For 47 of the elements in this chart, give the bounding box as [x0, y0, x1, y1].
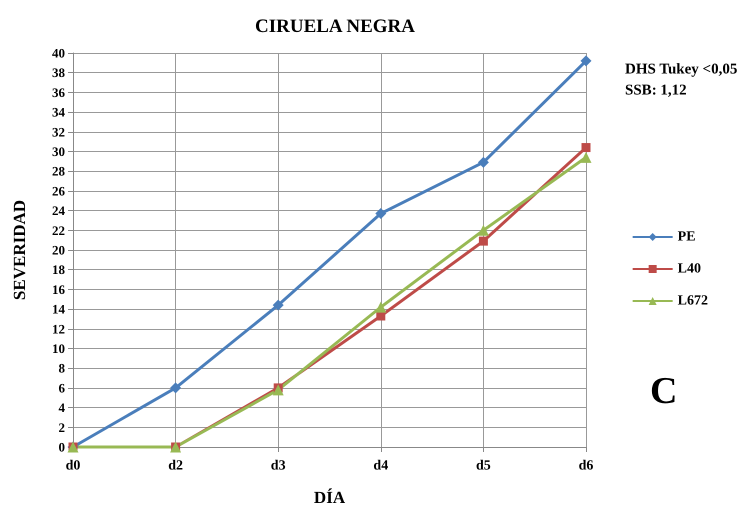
legend-label: L672	[678, 294, 708, 308]
x-axis-title: DÍA	[314, 488, 346, 507]
x-tick-label: d6	[578, 458, 594, 474]
y-tick-label: 24	[52, 203, 66, 218]
x-tick-label: d4	[373, 458, 388, 474]
point	[272, 300, 284, 311]
y-tick-label: 28	[52, 164, 66, 179]
y-axis-title: SEVERIDAD	[10, 200, 29, 300]
y-tick-label: 40	[52, 46, 65, 60]
y-tick-label: 26	[52, 183, 66, 198]
point	[272, 384, 284, 396]
y-tick-label: 12	[52, 321, 65, 336]
text: C	[650, 370, 678, 412]
y-tick-label: 0	[58, 440, 65, 454]
point	[375, 302, 386, 313]
legend-label: L40	[678, 262, 702, 276]
y-tick-label: 30	[52, 144, 65, 159]
point	[170, 382, 182, 394]
y-tick-label: 14	[52, 302, 66, 317]
text: SSB: 1,12	[625, 82, 687, 98]
point	[478, 236, 488, 246]
point	[478, 224, 489, 236]
y-tick-label: 34	[52, 104, 66, 120]
chart-title: CIRUELA NEGRA	[255, 16, 416, 37]
x-tick-label: d0	[66, 458, 80, 474]
y-tick-label: 20	[52, 242, 65, 258]
y-tick-label: 32	[52, 124, 65, 140]
y-tick-label: 36	[52, 84, 66, 100]
y-tick-label: 38	[52, 65, 66, 80]
text: DHS Tukey <0,05	[625, 62, 738, 78]
y-tick-label: 8	[58, 360, 66, 376]
y-tick-label: 22	[52, 222, 65, 238]
x-tick-label: d2	[168, 458, 183, 474]
point	[375, 208, 386, 220]
point	[580, 152, 592, 163]
x-tick-label: d3	[270, 458, 286, 474]
point	[582, 143, 590, 152]
y-tick-label: 4	[58, 400, 66, 416]
point	[478, 156, 489, 168]
x-tick-label: d5	[476, 458, 491, 474]
legend-label: PE	[678, 230, 696, 244]
point	[580, 55, 592, 66]
y-tick-label: 18	[52, 262, 66, 278]
y-tick-label: 16	[52, 282, 66, 297]
y-tick-label: 10	[52, 341, 65, 356]
y-tick-label: 2	[58, 420, 65, 435]
y-tick-label: 6	[58, 380, 66, 396]
